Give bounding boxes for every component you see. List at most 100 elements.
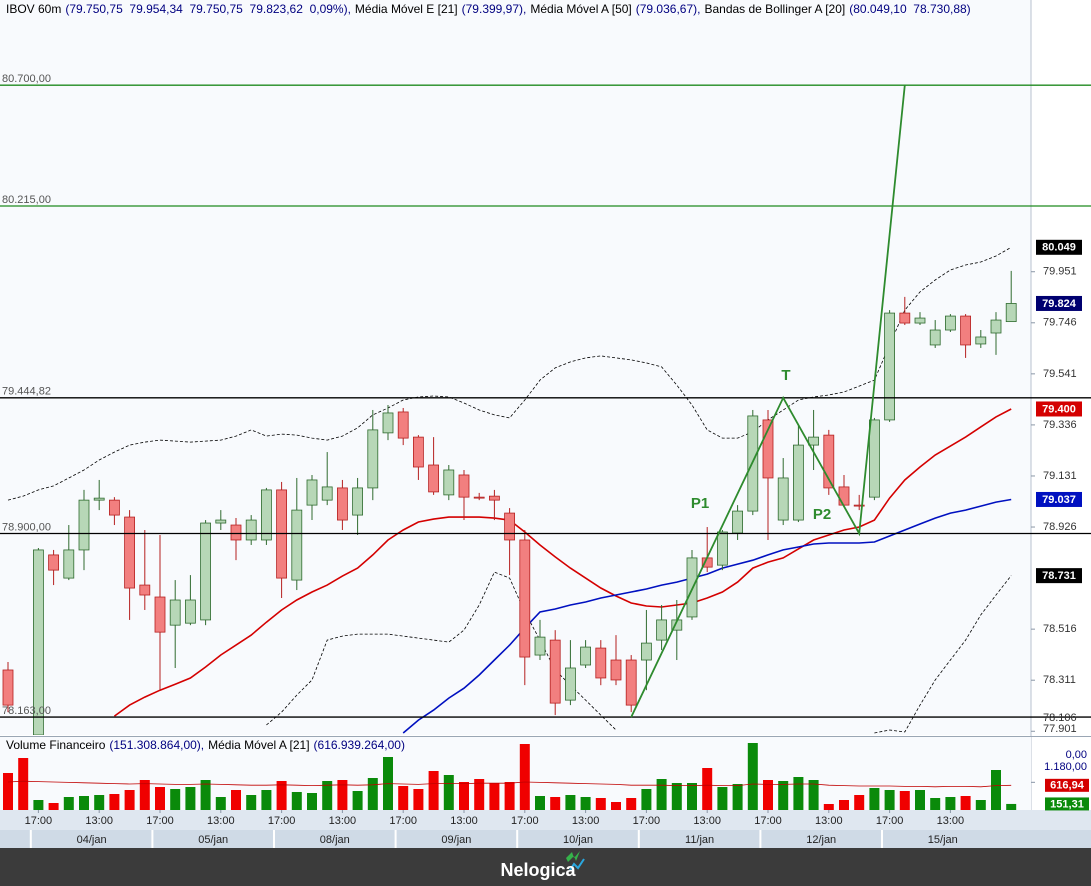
candle-body bbox=[63, 549, 75, 579]
y-tick-label: 79.541 bbox=[1043, 368, 1077, 380]
volume-bar bbox=[139, 780, 150, 810]
volume-bar bbox=[307, 793, 317, 810]
candle-body bbox=[580, 646, 591, 666]
candle-body bbox=[610, 659, 622, 681]
logo-mark bbox=[566, 851, 580, 862]
header-part: (80.049,10 78.730,88) bbox=[849, 2, 970, 16]
volume-bar bbox=[975, 800, 986, 810]
volume-bar bbox=[656, 779, 667, 810]
candle-body bbox=[139, 584, 151, 596]
price-tag bbox=[1036, 239, 1082, 255]
volume-bar bbox=[109, 794, 120, 810]
candle-body bbox=[154, 596, 166, 633]
date-label: 10/jan bbox=[563, 834, 593, 846]
volume-bar bbox=[687, 783, 697, 810]
candle-body bbox=[625, 659, 637, 706]
candle-body bbox=[184, 599, 196, 624]
volume-bar bbox=[200, 780, 211, 810]
volume-bar bbox=[276, 781, 287, 810]
volume-bar bbox=[170, 789, 181, 810]
footer-bar bbox=[0, 848, 1091, 886]
volume-bar bbox=[489, 783, 500, 810]
price-line-label: 79.444,82 bbox=[2, 386, 51, 398]
candle-body bbox=[519, 539, 531, 658]
candle-body bbox=[412, 436, 424, 468]
volume-tag-label: 151,31 bbox=[1050, 798, 1084, 810]
x-tick-label: 17:00 bbox=[25, 815, 53, 827]
candle-body bbox=[169, 599, 181, 626]
candle-body bbox=[1005, 303, 1017, 323]
candle-body bbox=[504, 512, 516, 541]
price-tag bbox=[1036, 401, 1082, 417]
volume-bar bbox=[63, 797, 74, 810]
x-tick-label: 17:00 bbox=[633, 815, 661, 827]
candle-body bbox=[473, 496, 485, 499]
date-label: 11/jan bbox=[685, 834, 714, 846]
volume-bar bbox=[763, 780, 773, 810]
x-tick-label: 17:00 bbox=[876, 815, 904, 827]
volume-bar bbox=[960, 796, 971, 810]
x-tick-label: 13:00 bbox=[450, 815, 478, 827]
candle-body bbox=[230, 524, 242, 541]
x-tick-label: 13:00 bbox=[693, 815, 721, 827]
volume-bar bbox=[535, 796, 545, 810]
candle-body bbox=[762, 419, 774, 479]
price-tag bbox=[1036, 568, 1082, 584]
price-line-label: 78.163,00 bbox=[2, 705, 51, 717]
candle-body bbox=[200, 522, 212, 621]
volume-tag-label: 616,94 bbox=[1050, 780, 1085, 792]
volume-bar bbox=[474, 779, 485, 810]
y-tick-label: 79.336 bbox=[1043, 419, 1077, 431]
overlay: 80.700,00 80.215,00 79.444,82 78.900,00 78.1… bbox=[0, 2, 1091, 848]
volume-axis-label: 1.180,00 bbox=[1044, 761, 1087, 773]
volume-bar bbox=[732, 784, 743, 810]
x-tick-label: 13:00 bbox=[815, 815, 843, 827]
volume-bar bbox=[884, 790, 895, 810]
header-part: (79.399,97), bbox=[462, 2, 527, 16]
candle-body bbox=[914, 317, 926, 324]
volume-bar bbox=[854, 795, 865, 810]
header-part: Volume Financeiro bbox=[6, 738, 106, 752]
volume-bar bbox=[291, 792, 302, 810]
y-tick-label: 78.106 bbox=[1043, 712, 1077, 724]
candle-body bbox=[595, 647, 607, 679]
volume-bar bbox=[352, 791, 363, 810]
price-tag-label: 79.037 bbox=[1042, 494, 1076, 506]
date-label: 08/jan bbox=[320, 834, 350, 846]
volume-bar bbox=[930, 798, 941, 810]
header-part: Média Móvel E [21] bbox=[355, 2, 458, 16]
volume-bar bbox=[991, 770, 1001, 810]
volume-bar bbox=[94, 795, 105, 810]
volume-bar bbox=[702, 768, 713, 810]
candle-body bbox=[777, 477, 789, 521]
volume-bar bbox=[747, 743, 758, 810]
volume-tag bbox=[1045, 778, 1089, 792]
header-part: Média Móvel A [50] bbox=[530, 2, 631, 16]
header-part: Média Móvel A [21] bbox=[208, 738, 309, 752]
volume-bar bbox=[565, 795, 576, 810]
volume-bar bbox=[398, 786, 409, 810]
volume-bar bbox=[671, 783, 682, 810]
price-tag-label: 78.731 bbox=[1042, 570, 1076, 582]
candle-body bbox=[732, 510, 743, 534]
price-line-label: 80.700,00 bbox=[2, 73, 51, 85]
volume-bar bbox=[443, 775, 454, 810]
candle-body bbox=[352, 487, 364, 516]
x-tick-label: 13:00 bbox=[85, 815, 113, 827]
date-label: 12/jan bbox=[806, 834, 836, 846]
volume-bar bbox=[1006, 803, 1017, 810]
volume-average bbox=[7, 780, 1012, 788]
candle-body bbox=[534, 636, 546, 656]
header-part: (151.308.864,00), bbox=[109, 738, 204, 752]
volume-bar bbox=[823, 804, 834, 810]
volume-bar bbox=[550, 797, 561, 810]
candle-body bbox=[336, 487, 348, 521]
candle-body bbox=[321, 486, 333, 501]
candle-body bbox=[33, 549, 44, 735]
price-tag-label: 79.824 bbox=[1042, 298, 1077, 310]
volume-bar bbox=[869, 788, 880, 810]
volume-bar bbox=[839, 800, 849, 810]
volume-bar bbox=[808, 780, 819, 810]
brand-logo: Nelogica bbox=[500, 851, 585, 880]
